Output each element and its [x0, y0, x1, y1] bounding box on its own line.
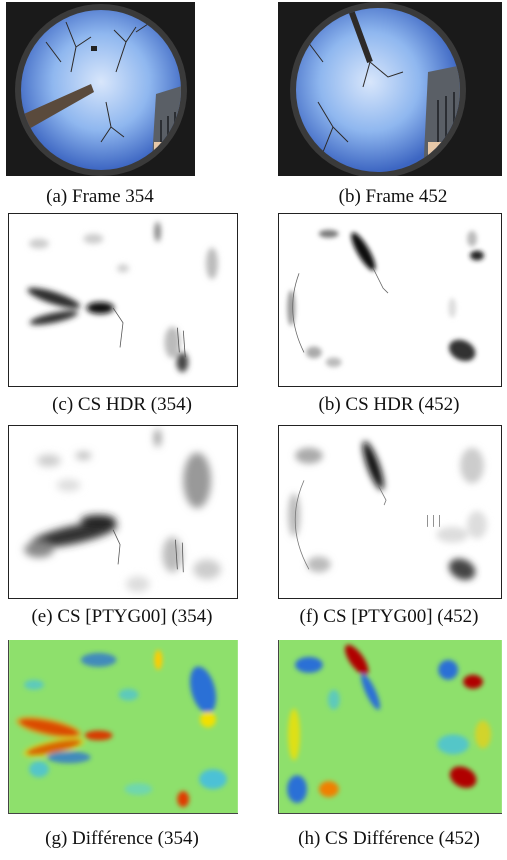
- difference-354-heatmap: [8, 640, 238, 814]
- frame-354-image: [6, 2, 195, 176]
- cs-hdr-452-map: [278, 213, 502, 387]
- caption-f: (f) CS [PTYG00] (452): [299, 606, 479, 627]
- caption-e: (e) CS [PTYG00] (354): [31, 606, 213, 627]
- frame-452-image: [278, 2, 502, 176]
- caption-c: (c) CS HDR (354): [52, 394, 192, 415]
- caption-h: (h) CS Différence (452): [298, 828, 480, 849]
- cs-ptyg00-452-map: [278, 425, 502, 599]
- caption-g: (g) Différence (354): [45, 828, 199, 849]
- cs-ptyg00-354-map: [8, 425, 238, 599]
- cs-ptyg00-452-svg: [288, 441, 487, 581]
- difference-452-heatmap: [278, 640, 502, 814]
- cs-hdr-354-svg: [27, 221, 218, 373]
- caption-b: (b) Frame 452: [338, 186, 448, 207]
- caption-d: (b) CS HDR (452): [318, 394, 460, 415]
- frame-452-svg: [278, 2, 502, 176]
- frame-354-svg: [6, 2, 195, 176]
- difference-354-svg: [9, 640, 238, 813]
- difference-452-svg: [279, 640, 502, 813]
- caption-a: (a) Frame 354: [46, 186, 154, 207]
- cs-hdr-354-map: [8, 213, 238, 387]
- cs-hdr-452-svg: [287, 229, 484, 368]
- cs-ptyg00-354-svg: [24, 428, 221, 593]
